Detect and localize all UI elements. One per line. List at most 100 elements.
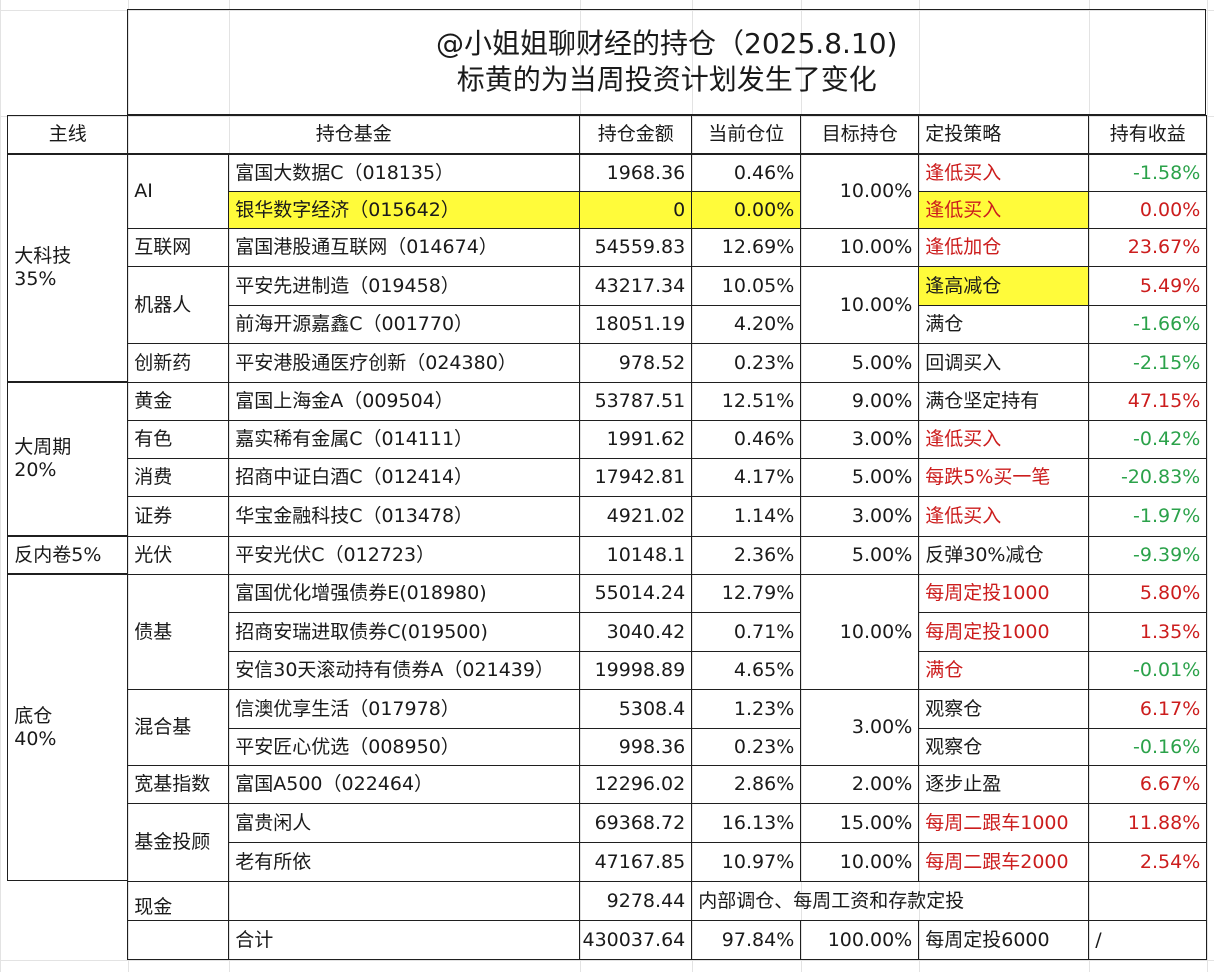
fund-return: -0.16% <box>1088 728 1208 767</box>
header-strategy: 定投策略 <box>918 115 1090 155</box>
mainline-base: 底仓 40% <box>7 574 129 882</box>
target-internet: 10.00% <box>800 228 920 268</box>
fund-strategy: 回调买入 <box>918 343 1090 384</box>
fund-position: 16.13% <box>691 803 802 844</box>
fund-amount: 12296.02 <box>579 765 693 805</box>
mainline-tech: 大科技 35% <box>7 154 129 383</box>
sector-mixed: 混合基 <box>127 689 230 767</box>
fund-amount: 53787.51 <box>579 382 693 422</box>
sector-ai: AI <box>127 154 230 230</box>
target-gold: 9.00% <box>800 382 920 422</box>
fund-amount: 998.36 <box>579 728 693 767</box>
fund-amount: 0 <box>579 191 693 230</box>
target-solar: 5.00% <box>800 536 920 576</box>
fund-return: 5.80% <box>1088 574 1208 614</box>
sector-consume: 消费 <box>127 458 230 498</box>
sector-pharma: 创新药 <box>127 343 230 384</box>
fund-strategy: 观察仓 <box>918 728 1090 767</box>
sector-nonferrous: 有色 <box>127 420 230 460</box>
fund-position: 0.23% <box>691 728 802 767</box>
fund-name: 平安匠心优选（008950） <box>228 728 581 767</box>
fund-return: 47.15% <box>1088 382 1208 422</box>
sector-index: 宽基指数 <box>127 765 230 805</box>
sector-internet: 互联网 <box>127 228 230 268</box>
fund-strategy: 逢高减仓 <box>918 266 1090 307</box>
header-return: 持有收益 <box>1088 115 1208 155</box>
fund-name: 平安港股通医疗创新（024380） <box>228 343 581 384</box>
fund-strategy: 逢低买入 <box>918 154 1090 193</box>
header-position: 当前仓位 <box>691 115 802 155</box>
fund-position: 10.97% <box>691 842 802 883</box>
fund-name: 富国大数据C（018135） <box>228 154 581 193</box>
title-line-1: @小姐姐聊财经的持仓（2025.8.10) <box>436 26 898 60</box>
target-advisor-1: 15.00% <box>800 803 920 844</box>
fund-amount: 54559.83 <box>579 228 693 268</box>
fund-return: -0.01% <box>1088 651 1208 691</box>
fund-position: 12.69% <box>691 228 802 268</box>
total-sector <box>127 920 230 961</box>
fund-strategy: 每周定投1000 <box>918 612 1090 653</box>
fund-position: 1.23% <box>691 689 802 730</box>
fund-amount: 1991.62 <box>579 420 693 460</box>
fund-name: 前海开源嘉鑫C（001770） <box>228 305 581 345</box>
fund-return: -1.66% <box>1088 305 1208 345</box>
cash-fund-cell <box>228 881 581 922</box>
total-amount: 430037.64 <box>579 920 693 961</box>
target-mixed: 3.00% <box>800 689 920 767</box>
fund-name: 富国A500（022464） <box>228 765 581 805</box>
fund-name: 富国港股通互联网（014674） <box>228 228 581 268</box>
target-advisor-2: 10.00% <box>800 842 920 883</box>
fund-strategy: 满仓 <box>918 305 1090 345</box>
mainline-cycle-name: 大周期 <box>14 436 72 459</box>
fund-position: 2.86% <box>691 765 802 805</box>
target-consume: 5.00% <box>800 458 920 498</box>
mainline-anti: 反内卷5% <box>7 536 129 575</box>
sector-solar: 光伏 <box>127 536 230 576</box>
fund-amount: 1968.36 <box>579 154 693 193</box>
fund-position: 0.23% <box>691 343 802 384</box>
fund-return: -9.39% <box>1088 536 1208 576</box>
title-line-2: 标黄的为当周投资计划发生了变化 <box>456 63 877 97</box>
fund-position: 4.17% <box>691 458 802 498</box>
fund-amount: 17942.81 <box>579 458 693 498</box>
sector-broker: 证券 <box>127 496 230 538</box>
header-amount: 持仓金额 <box>579 115 693 155</box>
cash-return <box>1088 881 1208 922</box>
fund-name: 信澳优享生活（017978） <box>228 689 581 730</box>
fund-position: 0.71% <box>691 612 802 653</box>
fund-return: -0.42% <box>1088 420 1208 460</box>
fund-name: 富贵闲人 <box>228 803 581 844</box>
target-robot: 10.00% <box>800 266 920 345</box>
fund-return: -1.97% <box>1088 496 1208 538</box>
mainline-cycle-pct: 20% <box>14 459 57 482</box>
fund-position: 4.20% <box>691 305 802 345</box>
fund-amount: 5308.4 <box>579 689 693 730</box>
fund-return: 23.67% <box>1088 228 1208 268</box>
sector-advisor: 基金投顾 <box>127 803 230 883</box>
fund-strategy: 反弹30%减仓 <box>918 536 1090 576</box>
fund-return: 6.17% <box>1088 689 1208 730</box>
fund-position: 10.05% <box>691 266 802 307</box>
sheet-title: @小姐姐聊财经的持仓（2025.8.10) 标黄的为当周投资计划发生了变化 <box>127 9 1207 116</box>
fund-strategy: 满仓坚定持有 <box>918 382 1090 422</box>
cash-amount: 9278.44 <box>579 881 693 922</box>
fund-position: 1.14% <box>691 496 802 538</box>
fund-return: 0.00% <box>1088 191 1208 230</box>
mainline-base-pct: 40% <box>14 727 57 750</box>
fund-name: 招商安瑞进取债券C(019500) <box>228 612 581 653</box>
fund-name: 嘉实稀有金属C（014111） <box>228 420 581 460</box>
header-fund: 持仓基金 <box>127 115 581 155</box>
fund-amount: 10148.1 <box>579 536 693 576</box>
fund-amount: 18051.19 <box>579 305 693 345</box>
target-nonferrous: 3.00% <box>800 420 920 460</box>
fund-strategy: 逢低买入 <box>918 496 1090 538</box>
fund-amount: 19998.89 <box>579 651 693 691</box>
fund-amount: 3040.42 <box>579 612 693 653</box>
fund-amount: 47167.85 <box>579 842 693 883</box>
mainline-tech-pct: 35% <box>14 268 57 291</box>
sector-bond: 债基 <box>127 574 230 691</box>
fund-amount: 69368.72 <box>579 803 693 844</box>
total-label: 合计 <box>228 920 581 961</box>
fund-return: 5.49% <box>1088 266 1208 307</box>
